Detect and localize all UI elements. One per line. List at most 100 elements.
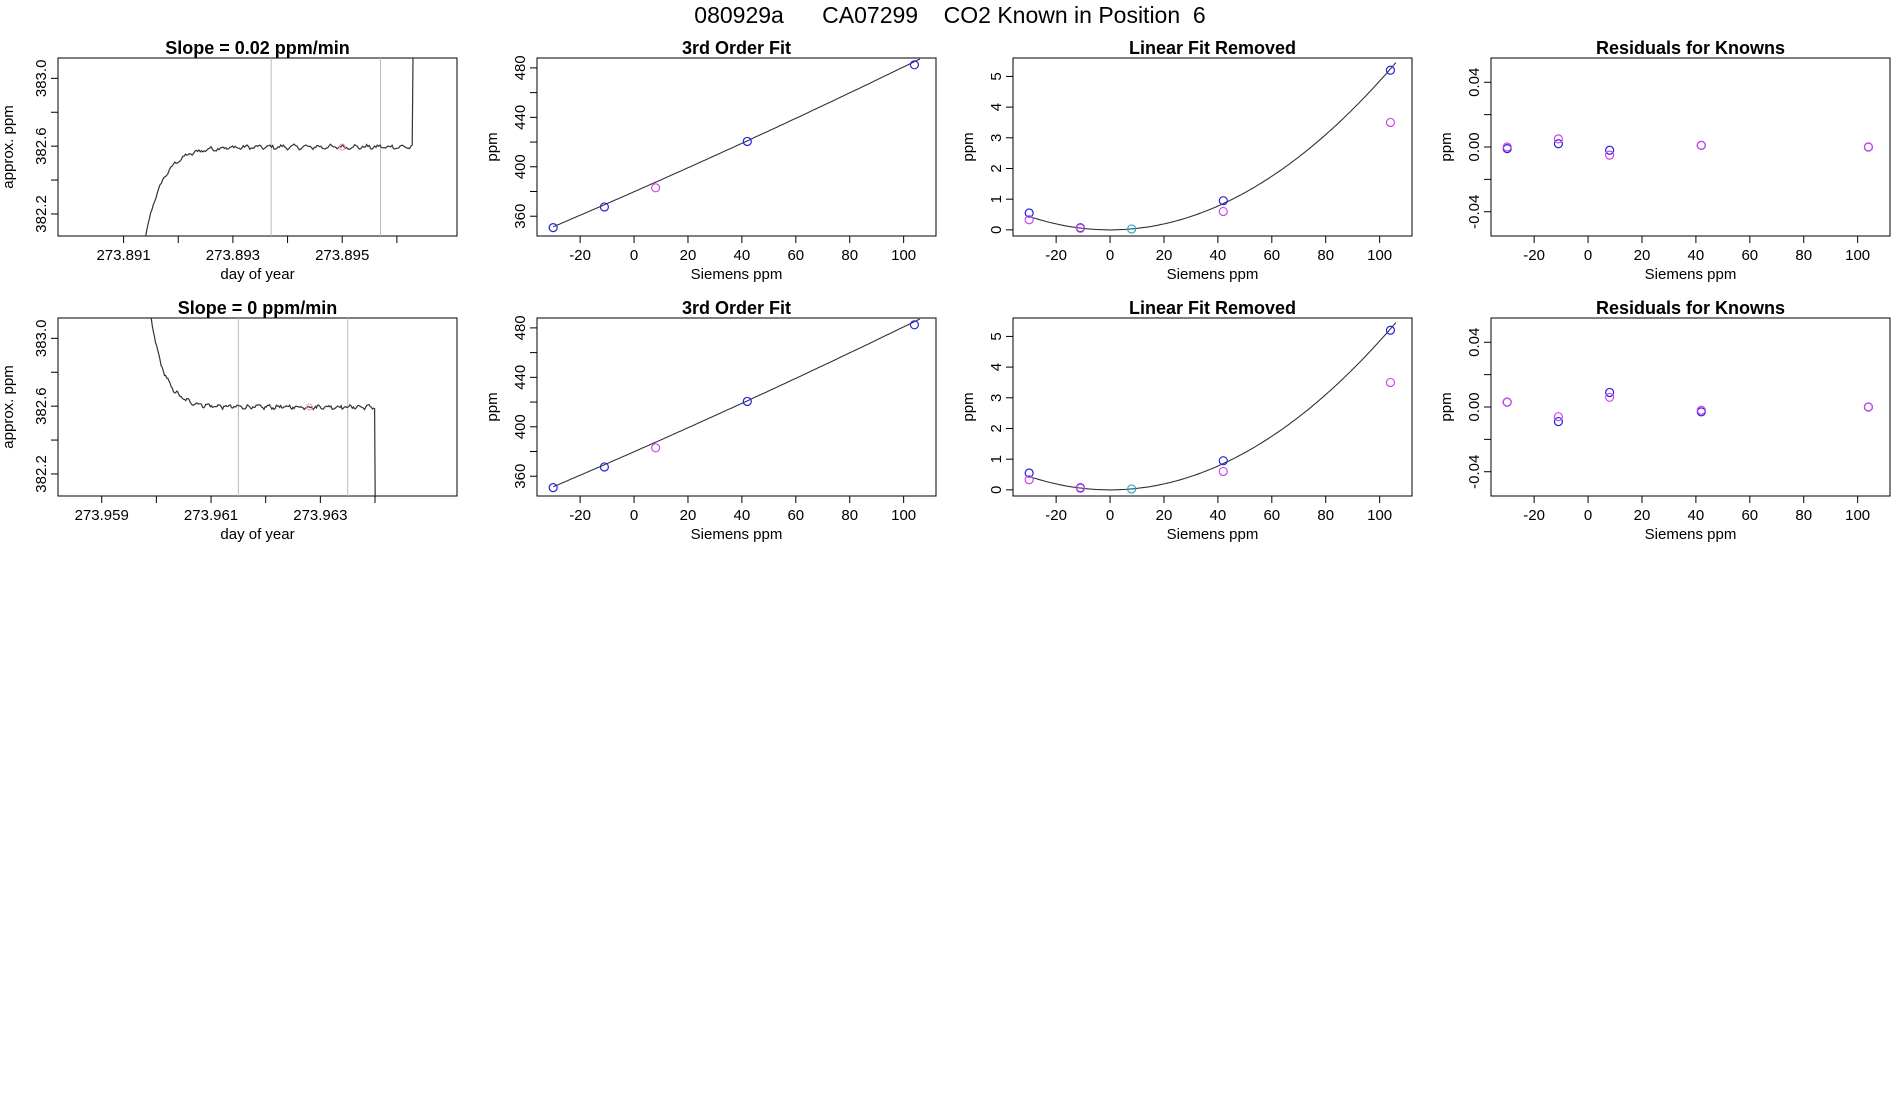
x-axis-label: Siemens ppm	[1167, 526, 1259, 543]
y-tick-label: -0.04	[1466, 455, 1483, 489]
data-point	[1502, 142, 1512, 152]
y-axis-label: ppm	[1438, 132, 1455, 161]
data-point	[1605, 145, 1615, 155]
data-point	[1218, 456, 1228, 466]
x-tick-label: 40	[1210, 247, 1227, 264]
data-point	[1605, 387, 1615, 398]
plot-area	[150, 318, 376, 496]
x-tick-label: -20	[1045, 247, 1067, 264]
x-tick-label: 0	[1106, 247, 1114, 264]
x-tick-label: -20	[569, 247, 591, 264]
plot-frame	[536, 317, 937, 497]
plot-frame	[1012, 317, 1413, 497]
plot-area	[1024, 322, 1397, 494]
plot-area	[145, 58, 414, 236]
x-tick-label: 20	[680, 507, 697, 524]
x-tick-label: 100	[891, 507, 916, 524]
x-tick-label: -20	[1523, 247, 1545, 264]
data-point	[909, 60, 920, 70]
y-tick-label: 4	[988, 103, 1005, 111]
x-tick-label: 20	[1156, 507, 1173, 524]
x-tick-label: 100	[891, 247, 916, 264]
x-tick-label: 20	[1634, 247, 1651, 264]
x-tick-label: -20	[1523, 507, 1545, 524]
plot-area	[1502, 387, 1874, 427]
y-tick-label: 382.2	[33, 455, 50, 493]
x-tick-label: 273.959	[75, 507, 129, 524]
y-tick-label: 1	[988, 455, 1005, 463]
y-tick-label: 3	[988, 394, 1005, 402]
plot-frame	[1490, 57, 1891, 237]
data-point	[305, 403, 313, 411]
panel-4: Residuals for Knowns -20 0 20 40 60 80 100 -0.04…	[1438, 38, 1891, 283]
fit-curve-line	[552, 318, 921, 488]
y-tick-label: 480	[512, 55, 529, 80]
data-point	[1127, 484, 1137, 494]
fit-curve-line	[552, 58, 921, 228]
x-tick-label: 60	[1263, 507, 1280, 524]
y-tick-label: 382.6	[33, 387, 50, 425]
fit-curve-line	[1029, 322, 1397, 491]
x-tick-label: 60	[787, 247, 804, 264]
x-tick-label: 0	[630, 247, 638, 264]
y-tick-label: 4	[988, 363, 1005, 371]
x-tick-label: 273.963	[293, 507, 347, 524]
x-tick-label: 0	[1106, 507, 1114, 524]
x-tick-label: 60	[787, 507, 804, 524]
plot-area	[1502, 134, 1874, 160]
y-tick-label: 400	[512, 414, 529, 439]
page-title: 080929a CA07299 CO2 Known in Position 6	[694, 2, 1206, 28]
x-tick-label: 100	[1845, 507, 1870, 524]
x-tick-label: 60	[1263, 247, 1280, 264]
data-point	[1863, 142, 1874, 152]
data-point	[1385, 117, 1396, 128]
y-tick-label: 440	[512, 105, 529, 130]
panel-title: 3rd Order Fit	[682, 298, 791, 318]
data-point	[1075, 483, 1085, 493]
x-tick-label: -20	[1045, 507, 1067, 524]
data-point	[651, 443, 661, 453]
panel-8: Residuals for Knowns -20 0 20 40 60 80 100 -0.04…	[1438, 298, 1891, 543]
y-tick-label: 382.2	[33, 195, 50, 233]
plot-frame	[1490, 317, 1891, 497]
x-tick-label: 40	[1688, 247, 1705, 264]
data-point	[338, 143, 346, 151]
x-tick-label: 0	[1584, 247, 1592, 264]
plot-frame	[57, 57, 458, 237]
panel-6: 3rd Order Fit -20 0 20 40 60 80 100 360 400 440 480…	[484, 298, 937, 543]
x-tick-label: 40	[734, 507, 751, 524]
plot-area	[548, 318, 921, 493]
y-tick-label: 5	[988, 332, 1005, 340]
data-point	[548, 482, 558, 493]
y-axis-label: ppm	[1438, 392, 1455, 421]
panel-title: Residuals for Knowns	[1596, 38, 1785, 58]
panel-title: Linear Fit Removed	[1129, 38, 1296, 58]
data-point	[742, 396, 752, 407]
data-trace-line	[145, 58, 414, 236]
y-tick-label: 440	[512, 365, 529, 390]
y-tick-label: 0	[988, 226, 1005, 234]
panel-3: Linear Fit Removed -20 0 20 40 60 80 100 0 1 2 3 4 5 S…	[960, 38, 1413, 283]
y-tick-label: -0.04	[1466, 195, 1483, 229]
x-tick-label: 60	[1741, 247, 1758, 264]
data-trace-line	[150, 318, 376, 496]
data-point	[1024, 215, 1034, 225]
data-point	[651, 183, 661, 193]
y-tick-label: 1	[988, 195, 1005, 203]
x-tick-label: 100	[1367, 507, 1392, 524]
data-point	[1127, 224, 1137, 234]
panel-1: Slope = 0.02 ppm/min 273.891 273.893 273.89…	[0, 38, 458, 283]
x-tick-label: 80	[1795, 247, 1812, 264]
data-point	[1502, 397, 1512, 407]
y-tick-label: 2	[988, 424, 1005, 432]
data-point	[1605, 392, 1615, 402]
y-tick-label: 0.00	[1466, 392, 1483, 421]
x-axis-label: Siemens ppm	[691, 526, 783, 543]
plot-frame	[57, 317, 458, 497]
plot-area	[548, 58, 921, 233]
plot-frame	[1012, 57, 1413, 237]
data-point	[1553, 416, 1563, 427]
x-tick-label: 40	[1688, 507, 1705, 524]
y-tick-label: 0	[988, 486, 1005, 494]
